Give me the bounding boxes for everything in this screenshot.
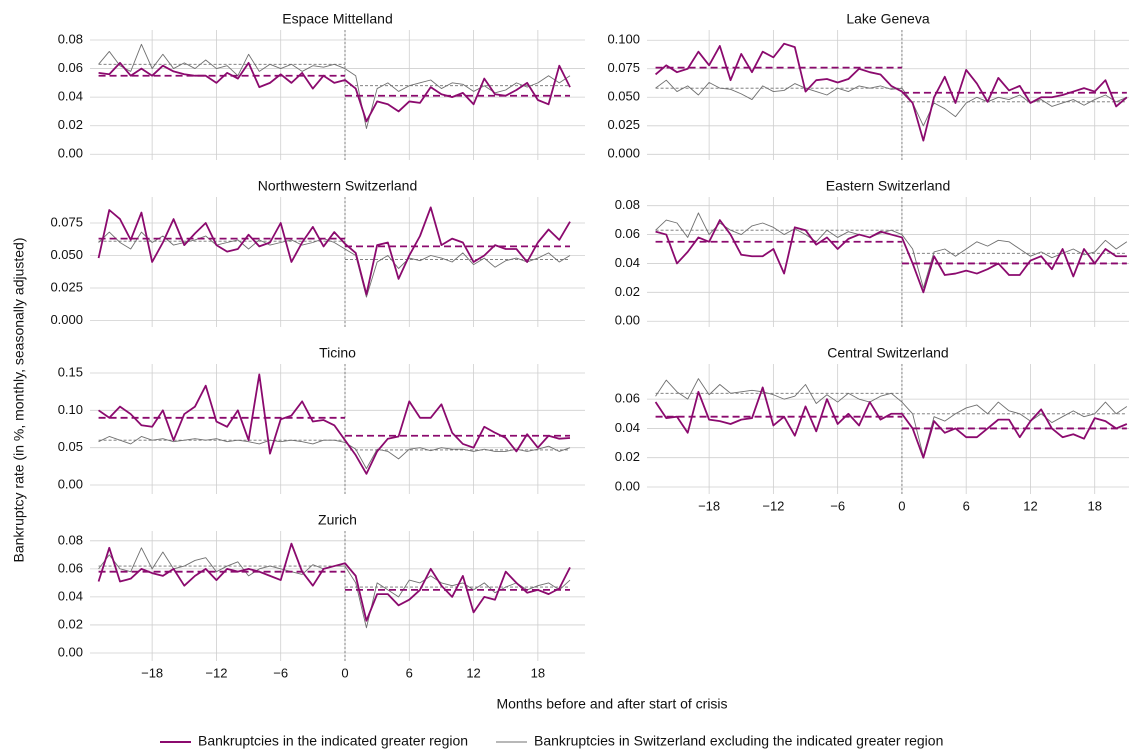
y-tick-label: 0.06 (58, 60, 83, 75)
x-tick-label: −6 (830, 498, 845, 513)
y-tick-label: 0.04 (615, 420, 640, 435)
y-tick-label: 0.00 (615, 478, 640, 493)
x-tick-label: 6 (963, 498, 970, 513)
series-line (98, 373, 571, 475)
panel-title: Espace Mittelland (282, 11, 393, 27)
panel-title: Lake Geneva (846, 11, 929, 27)
x-tick-label: 0 (341, 665, 348, 680)
x-tick-label: 0 (898, 498, 905, 513)
y-tick-label: 0.06 (615, 226, 640, 241)
series-line (654, 386, 1128, 459)
panel-title: Central Switzerland (827, 345, 948, 361)
series-line (97, 542, 571, 622)
y-tick-label: 0.000 (607, 146, 640, 161)
y-tick-label: 0.08 (615, 197, 640, 212)
y-tick-label: 0.075 (607, 60, 640, 75)
y-tick-label: 0.02 (58, 117, 83, 132)
y-tick-label: 0.15 (58, 364, 83, 379)
x-tick-label: 18 (531, 665, 545, 680)
y-tick-label: 0.04 (58, 588, 83, 603)
x-tick-label: −6 (273, 665, 288, 680)
y-tick-label: 0.08 (58, 31, 83, 46)
series-line (655, 79, 1128, 127)
x-tick-label: −12 (205, 665, 227, 680)
x-tick-label: 18 (1087, 498, 1101, 513)
x-tick-label: 12 (466, 665, 480, 680)
y-tick-label: 0.025 (50, 279, 83, 294)
x-tick-label: −12 (762, 498, 784, 513)
panel-title: Northwestern Switzerland (258, 178, 418, 194)
y-tick-label: 0.04 (615, 255, 640, 270)
y-tick-label: 0.06 (58, 560, 83, 575)
x-tick-label: 6 (406, 665, 413, 680)
y-tick-label: 0.05 (58, 439, 83, 454)
y-tick-label: 0.000 (50, 312, 83, 327)
x-tick-label: −18 (698, 498, 720, 513)
y-tick-label: 0.00 (615, 313, 640, 328)
y-tick-label: 0.050 (50, 247, 83, 262)
series-line (98, 61, 571, 123)
series-line (97, 206, 571, 296)
y-tick-label: 0.10 (58, 402, 83, 417)
y-tick-label: 0.00 (58, 644, 83, 659)
panel-title: Eastern Switzerland (826, 178, 951, 194)
series-line (98, 231, 571, 298)
series-line (655, 212, 1128, 289)
y-tick-label: 0.025 (607, 117, 640, 132)
y-tick-label: 0.02 (615, 449, 640, 464)
legend-label: Bankruptcies in the indicated greater re… (198, 733, 468, 749)
x-axis-label: Months before and after start of crisis (496, 696, 727, 712)
y-tick-label: 0.04 (58, 89, 83, 104)
x-tick-label: 12 (1023, 498, 1037, 513)
y-tick-label: 0.100 (607, 32, 640, 47)
y-tick-label: 0.075 (50, 214, 83, 229)
y-axis-label: Bankruptcy rate (in %, monthly, seasonal… (11, 237, 27, 562)
y-tick-label: 0.00 (58, 146, 83, 161)
y-tick-label: 0.00 (58, 476, 83, 491)
panel-title: Ticino (319, 345, 356, 361)
y-tick-label: 0.050 (607, 89, 640, 104)
series-line (98, 43, 571, 130)
x-tick-label: −18 (141, 665, 163, 680)
y-tick-label: 0.02 (58, 616, 83, 631)
y-tick-label: 0.02 (615, 284, 640, 299)
legend-label: Bankruptcies in Switzerland excluding th… (534, 733, 943, 749)
panel-title: Zurich (318, 512, 357, 528)
y-tick-label: 0.08 (58, 532, 83, 547)
series-line (654, 42, 1128, 142)
series-line (98, 436, 571, 470)
y-tick-label: 0.06 (615, 391, 640, 406)
